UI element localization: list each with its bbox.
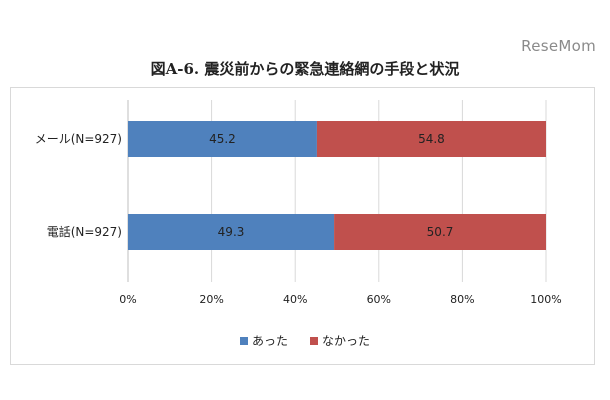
chart-title: 図A-6. 震災前からの緊急連絡網の手段と状況 [150,60,460,78]
bar-segment [316,121,546,157]
category-label: 電話(N=927) [47,224,122,239]
legend-item-atta: あった [239,332,288,349]
legend-swatch-atta [239,336,248,345]
x-tick-label: 40% [283,293,307,306]
bar-value-label: 50.7 [427,225,454,239]
resemom-watermark: ReseMom [521,37,596,55]
x-tick-label: 100% [530,293,561,306]
bar-segment [128,121,317,157]
legend-item-nakatta: なかった [310,332,370,349]
bar-value-label: 54.8 [418,132,445,146]
x-tick-label: 60% [367,293,391,306]
bar-value-label: 49.3 [218,225,245,239]
x-tick-label: 80% [450,293,474,306]
legend-label-atta: あった [251,334,288,348]
x-tick-label: 0% [119,293,136,306]
bar-segment [334,214,546,250]
bar-segment [128,214,335,250]
legend: あった なかった [0,332,610,349]
bar-value-label: 45.2 [209,132,236,146]
x-tick-label: 20% [199,293,223,306]
legend-swatch-nakatta [310,336,318,345]
legend-label-nakatta: なかった [322,334,371,348]
category-label: メール(N=927) [35,132,122,146]
chart-frame [10,87,595,365]
